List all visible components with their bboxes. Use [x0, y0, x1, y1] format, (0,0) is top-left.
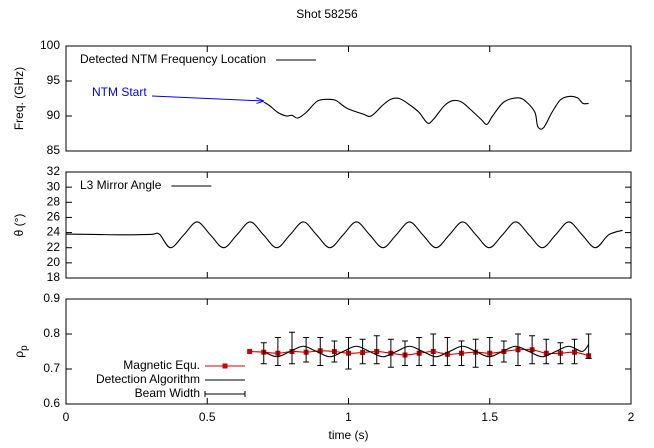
y-tick-label: 85: [47, 143, 61, 157]
data-line: [263, 344, 590, 358]
y-tick-label: 0.8: [43, 326, 60, 340]
legend-swatch: [204, 391, 246, 397]
error-bar: [500, 340, 507, 363]
y-tick-label: 28: [47, 194, 61, 208]
error-bar: [430, 333, 437, 366]
y-tick-label: 90: [47, 108, 61, 122]
error-bar: [557, 342, 564, 365]
y-axis-label-text: ρ: [12, 351, 26, 358]
y-tick-label: 18: [47, 270, 61, 284]
y-axis-label: Freq. (GHz): [12, 67, 26, 130]
error-bar: [444, 337, 451, 366]
x-tick-label: 0.5: [199, 410, 216, 424]
annotation: NTM Start: [92, 85, 147, 99]
legend-label: Detection Algorithm: [96, 372, 200, 386]
x-tick-label: 1.5: [481, 410, 498, 424]
annotation-arrow: [151, 95, 264, 101]
x-tick-label: 1: [345, 410, 352, 424]
error-bar: [543, 338, 550, 365]
error-bar: [303, 337, 310, 363]
y-tick-label: 26: [47, 210, 61, 224]
error-bar: [387, 338, 394, 368]
error-bar: [331, 340, 338, 363]
y-axis-label-text: θ (°): [12, 214, 26, 237]
y-tick-label: 24: [47, 225, 61, 239]
error-bar: [571, 338, 578, 365]
x-tick-label: 2: [628, 410, 635, 424]
error-bar: [260, 342, 267, 365]
x-tick-label: 0: [63, 410, 70, 424]
error-bar: [373, 335, 380, 365]
figure-title: Shot 58256: [296, 7, 358, 21]
data-point: [247, 349, 253, 354]
legend-label: Detected NTM Frequency Location: [80, 52, 266, 66]
y-tick-label: 0.9: [43, 291, 60, 305]
y-tick-label: 22: [47, 240, 61, 254]
data-line: [263, 95, 589, 130]
y-axis-label-text: Freq. (GHz): [12, 67, 26, 130]
error-bar: [416, 337, 423, 366]
error-bar: [345, 337, 352, 370]
error-bar: [515, 333, 521, 366]
y-tick-label: 0.6: [43, 396, 60, 410]
error-bar: [458, 340, 465, 366]
y-tick-label: 100: [40, 38, 60, 52]
y-tick-label: 20: [47, 255, 61, 269]
error-bar: [472, 338, 479, 368]
error-bar: [289, 331, 295, 365]
error-bar: [486, 337, 493, 366]
x-axis-label: time (s): [329, 428, 369, 442]
y-tick-label: 0.7: [43, 361, 60, 375]
error-bar: [317, 337, 324, 366]
error-bar: [359, 338, 366, 365]
error-bar: [585, 333, 592, 359]
legend-label: Magnetic Equ.: [123, 358, 200, 372]
y-tick-label: 30: [47, 179, 61, 193]
y-axis-label-subscript: p: [19, 345, 30, 351]
error-bar: [402, 340, 408, 366]
y-axis-label: θ (°): [12, 214, 26, 237]
legend-label: Beam Width: [135, 386, 200, 400]
error-bar: [529, 335, 536, 365]
error-bar: [274, 337, 281, 366]
legend-marker: [222, 363, 228, 369]
data-line: [65, 221, 623, 249]
y-tick-label: 95: [47, 73, 61, 87]
y-axis-label: ρp: [12, 345, 29, 358]
legend-label: L3 Mirror Angle: [80, 178, 162, 192]
y-tick-label: 32: [47, 164, 61, 178]
